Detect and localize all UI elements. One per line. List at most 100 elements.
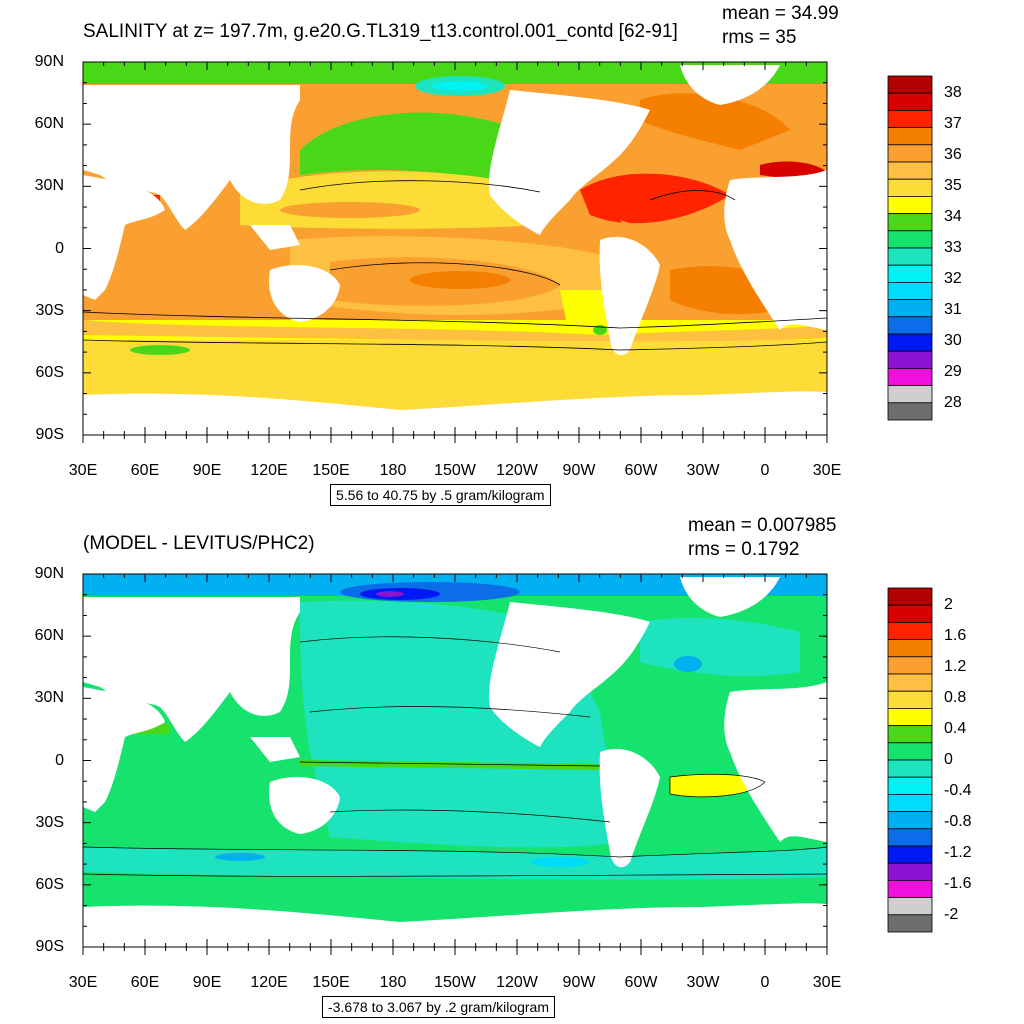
lat-label: 30N — [34, 689, 64, 707]
lon-label: 60W — [624, 974, 658, 991]
atlantic-subpolar — [640, 93, 790, 150]
panel-title: SALINITY at z= 197.7m, g.e20.G.TL319_t13… — [83, 21, 678, 42]
salinity-panel: SALINITY at z= 197.7m, g.e20.G.TL319_t13… — [34, 4, 962, 506]
colorbar-swatch — [887, 587, 933, 606]
lat-label: 60N — [34, 115, 64, 133]
fresh-patch — [130, 345, 190, 355]
lon-label: 150W — [434, 462, 476, 479]
lat-label: 30S — [35, 301, 64, 319]
europe-africa-east — [724, 170, 827, 330]
colorbar-swatch — [887, 811, 933, 830]
eurasia-land — [83, 85, 300, 230]
colorbar-label: 30 — [944, 331, 962, 349]
colorbar-swatch — [887, 178, 933, 197]
lon-label: 90W — [562, 462, 596, 479]
difference-panel: (MODEL - LEVITUS/PHC2) mean = 0.007985 r… — [0, 512, 1024, 1024]
colorbar-swatch — [887, 639, 933, 658]
colorbar-swatch — [887, 828, 933, 847]
colorbar-swatch — [887, 213, 933, 232]
north-america-land — [489, 90, 650, 235]
colorbar-label: 1.2 — [944, 658, 967, 676]
southern-negative — [83, 847, 827, 880]
lon-label: 60E — [130, 462, 160, 479]
colorbar-label: 31 — [944, 300, 962, 318]
lat-label: 60S — [35, 875, 64, 893]
landmasses — [83, 577, 827, 947]
colorbar-label: 34 — [944, 208, 962, 226]
colorbar-swatch — [887, 862, 933, 881]
colorbar-swatch — [887, 230, 933, 249]
colorbar-swatch — [887, 759, 933, 778]
colorbar — [887, 587, 933, 933]
colorbar-swatch — [887, 144, 933, 163]
axis-ticks — [82, 573, 828, 955]
north-america-land — [489, 602, 650, 747]
lon-label: 60E — [130, 974, 160, 991]
lon-label: 90E — [192, 974, 222, 991]
europe-africa-east — [724, 682, 827, 842]
colorbar-swatch — [887, 316, 933, 335]
lon-label: 30E — [68, 462, 98, 479]
contour-lines — [83, 180, 827, 351]
colorbar-label: 0.8 — [944, 689, 967, 707]
lat-label: 30N — [34, 177, 64, 195]
colorbar-swatch — [887, 604, 933, 623]
southern-patch — [215, 853, 265, 861]
rms-value: rms = 0.1792 — [688, 539, 800, 560]
colorbar-swatch — [887, 75, 933, 94]
lon-label: 90W — [562, 974, 596, 991]
colorbar-swatch — [887, 707, 933, 726]
colorbar-swatch — [887, 367, 933, 386]
colorbar-swatch — [887, 622, 933, 641]
colorbar-swatch — [887, 161, 933, 180]
lon-label: 120W — [496, 974, 538, 991]
lon-label: 30E — [68, 974, 98, 991]
lon-label: 0 — [760, 462, 770, 479]
colorbar — [887, 75, 933, 421]
contour-info: 5.56 to 40.75 by .5 gram/kilogram — [330, 484, 551, 506]
colorbar-swatch — [887, 110, 933, 129]
lat-label: 0 — [55, 239, 64, 257]
lon-label: 60W — [624, 462, 658, 479]
australia-land — [269, 265, 340, 322]
colorbar-swatch — [887, 281, 933, 300]
colorbar-swatch — [887, 914, 933, 933]
colorbar-swatch — [887, 333, 933, 352]
lon-label: 120E — [250, 462, 288, 479]
atlantic-positive — [670, 774, 765, 797]
north-pacific-core — [280, 202, 420, 218]
colorbar-label: 32 — [944, 269, 962, 287]
salinity-map — [82, 61, 933, 443]
antarctica-land — [83, 391, 827, 435]
colorbar-swatch — [887, 92, 933, 111]
colorbar-swatch — [887, 742, 933, 761]
colorbar-label: 28 — [944, 393, 962, 411]
lon-label: 30W — [686, 974, 720, 991]
lat-label: 90S — [35, 426, 64, 443]
eurasia-land — [83, 597, 300, 742]
lon-label: 90E — [192, 462, 222, 479]
difference-map — [82, 573, 933, 955]
lon-label: 30E — [812, 974, 842, 991]
contour-lines — [83, 636, 827, 877]
lon-label: 120E — [250, 974, 288, 991]
landmasses — [83, 65, 827, 435]
greenland-land — [680, 577, 780, 617]
colorbar-swatch — [887, 725, 933, 744]
colorbar-label: 33 — [944, 239, 962, 256]
lat-label: 30S — [35, 813, 64, 831]
lat-label: 60N — [34, 627, 64, 645]
colorbar-label: 38 — [944, 84, 962, 102]
maritime-continent — [250, 737, 300, 762]
north-pacific-fresh — [300, 112, 520, 190]
colorbar-label: 35 — [944, 177, 962, 195]
maritime-continent — [250, 225, 300, 250]
colorbar-swatch — [887, 402, 933, 421]
salinity-field — [83, 62, 827, 435]
lat-label: 90S — [35, 938, 64, 955]
colorbar-label: 37 — [944, 115, 962, 133]
colorbar-label: -0.4 — [944, 781, 972, 799]
colorbar-swatch — [887, 793, 933, 812]
lat-label: 90N — [34, 565, 64, 582]
south-pacific-max — [410, 271, 510, 289]
